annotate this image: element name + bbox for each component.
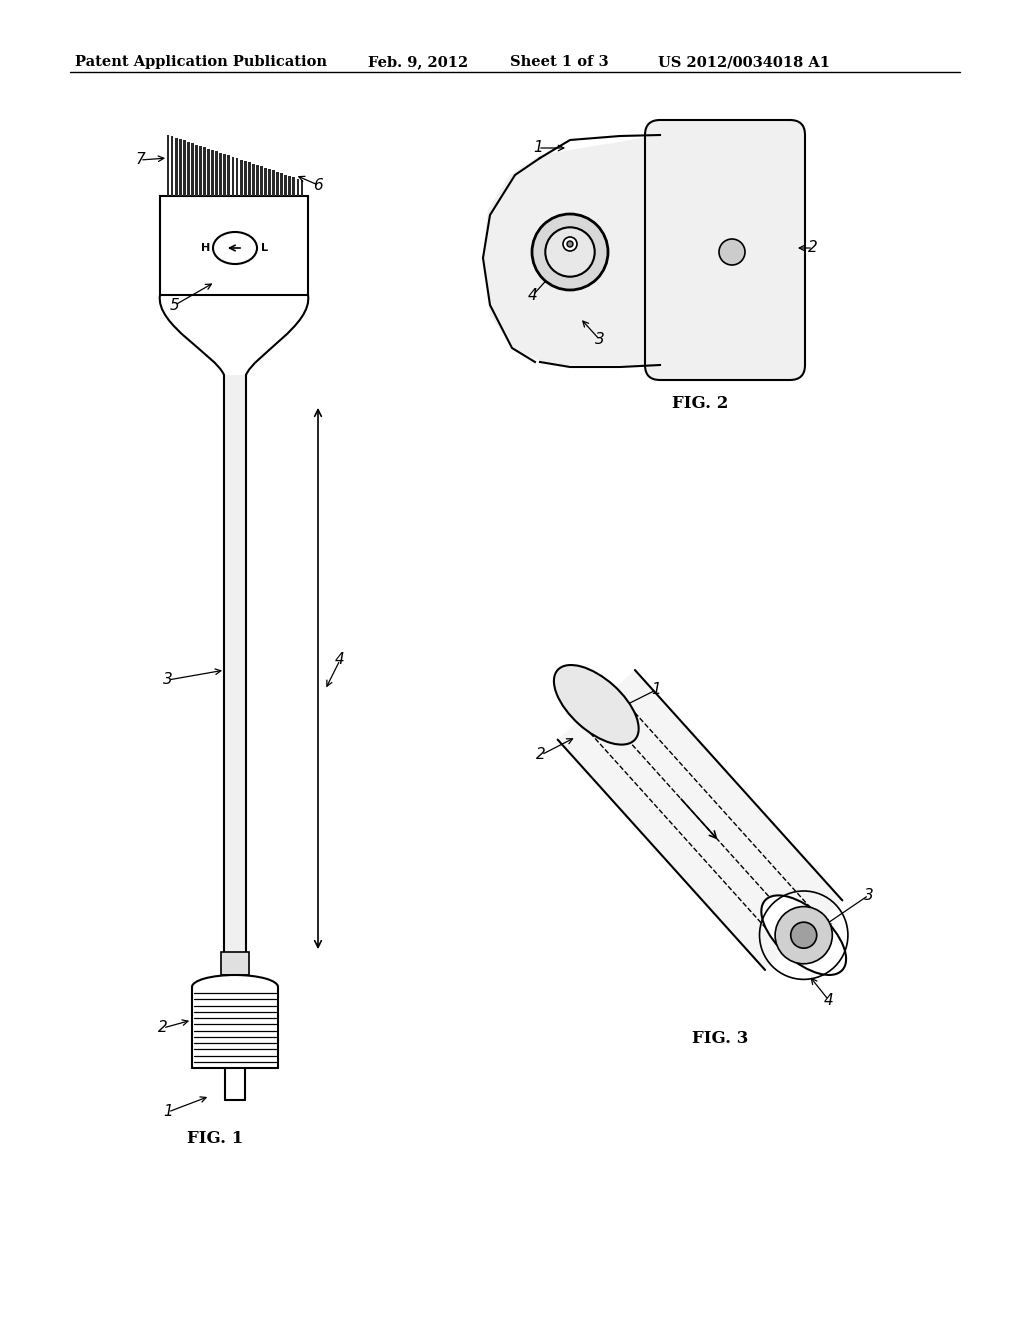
Text: 7: 7 xyxy=(135,153,144,168)
Text: 6: 6 xyxy=(313,177,323,193)
Circle shape xyxy=(791,923,817,948)
Text: 2: 2 xyxy=(158,1020,168,1035)
Text: Sheet 1 of 3: Sheet 1 of 3 xyxy=(510,55,608,69)
Bar xyxy=(260,166,263,195)
Text: 4: 4 xyxy=(528,288,538,302)
Bar xyxy=(223,154,226,195)
Bar xyxy=(268,169,271,195)
Circle shape xyxy=(563,238,577,251)
Bar xyxy=(276,172,280,195)
Bar xyxy=(221,952,249,975)
Bar xyxy=(183,140,185,195)
Bar xyxy=(190,143,194,195)
Bar xyxy=(244,161,247,195)
Bar xyxy=(281,173,283,195)
Text: 1: 1 xyxy=(534,140,543,156)
Text: 1: 1 xyxy=(163,1105,173,1119)
Text: US 2012/0034018 A1: US 2012/0034018 A1 xyxy=(658,55,830,69)
Text: 2: 2 xyxy=(537,747,546,763)
Text: Patent Application Publication: Patent Application Publication xyxy=(75,55,327,69)
Bar xyxy=(272,170,275,195)
FancyBboxPatch shape xyxy=(645,120,805,380)
Bar xyxy=(160,195,308,294)
Bar xyxy=(175,137,177,195)
Bar xyxy=(240,160,243,195)
Ellipse shape xyxy=(761,895,846,975)
Bar xyxy=(224,375,246,952)
Text: 1: 1 xyxy=(651,682,662,697)
Bar xyxy=(187,141,189,195)
Bar xyxy=(179,139,181,195)
Bar xyxy=(252,164,255,195)
Bar xyxy=(293,177,295,195)
Bar xyxy=(301,180,303,195)
Text: H: H xyxy=(202,243,211,253)
Circle shape xyxy=(775,907,833,964)
Bar xyxy=(231,157,234,195)
Bar xyxy=(264,168,267,195)
Text: 3: 3 xyxy=(595,333,605,347)
Circle shape xyxy=(567,242,573,247)
Bar xyxy=(203,148,206,195)
Bar xyxy=(219,153,222,195)
Bar xyxy=(167,135,169,195)
Bar xyxy=(195,145,198,195)
Text: 2: 2 xyxy=(808,240,818,256)
Text: 4: 4 xyxy=(335,652,345,668)
Bar xyxy=(171,136,173,195)
Bar xyxy=(236,158,239,195)
Bar xyxy=(297,178,299,195)
Text: FIG. 1: FIG. 1 xyxy=(186,1130,243,1147)
Text: 3: 3 xyxy=(864,887,873,903)
Bar xyxy=(248,162,251,195)
Bar xyxy=(199,147,202,195)
Bar xyxy=(207,149,210,195)
Text: L: L xyxy=(260,243,267,253)
Circle shape xyxy=(532,214,608,290)
Text: 4: 4 xyxy=(824,993,834,1007)
Bar xyxy=(215,152,218,195)
Text: 3: 3 xyxy=(163,672,173,688)
Bar xyxy=(211,150,214,195)
Bar xyxy=(227,156,230,195)
Ellipse shape xyxy=(554,665,639,744)
Text: FIG. 3: FIG. 3 xyxy=(692,1030,749,1047)
Bar xyxy=(256,165,259,195)
Text: 5: 5 xyxy=(170,297,180,313)
Text: Feb. 9, 2012: Feb. 9, 2012 xyxy=(368,55,468,69)
Ellipse shape xyxy=(213,232,257,264)
Polygon shape xyxy=(482,135,660,366)
Bar xyxy=(285,174,287,195)
Circle shape xyxy=(719,239,745,265)
Polygon shape xyxy=(558,671,843,970)
Bar xyxy=(289,176,291,195)
Circle shape xyxy=(546,227,595,277)
Text: FIG. 2: FIG. 2 xyxy=(672,395,728,412)
